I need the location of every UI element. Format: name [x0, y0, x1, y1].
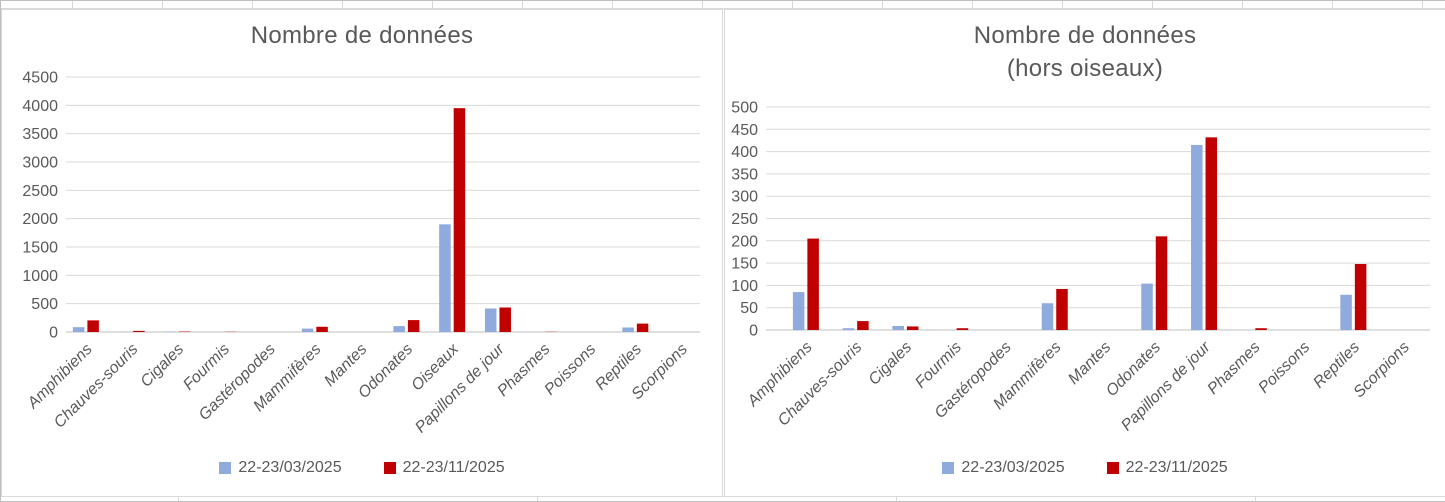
x-category-label: Phasmes	[1204, 339, 1263, 398]
bar	[956, 328, 969, 330]
bar	[164, 331, 176, 332]
y-tick-label: 400	[731, 144, 758, 161]
y-tick-label: 450	[731, 122, 758, 139]
bar	[1340, 294, 1352, 330]
bar	[484, 308, 497, 332]
bar	[439, 224, 451, 332]
legend-item[interactable]: 22-23/03/2025	[219, 459, 342, 477]
legend-swatch-red	[1106, 462, 1119, 474]
bar	[1041, 303, 1054, 330]
chart-panel-nombre-de-donnees[interactable]: Nombre de données 0 500 1000 1500 2000 2500 30…	[1, 9, 723, 498]
bar	[792, 292, 805, 330]
y-tick-label: 0	[749, 323, 758, 340]
legend-item[interactable]: 22-23/11/2025	[1106, 459, 1228, 477]
bar	[857, 321, 869, 330]
bar	[133, 330, 145, 332]
worksheet-grid-bottom-strip	[1, 496, 1445, 501]
y-tick-label: 3000	[22, 155, 58, 172]
y-tick-label: 500	[731, 100, 758, 117]
legend-item[interactable]: 22-23/11/2025	[383, 459, 505, 477]
y-tick-label: 4500	[22, 70, 58, 87]
y-tick-label: 350	[731, 166, 758, 183]
y-tick-label: 50	[740, 300, 758, 317]
y-tick-label: 100	[731, 278, 758, 295]
x-category-label: Chauves-souris	[51, 341, 142, 432]
chart-legend: 22-23/03/2025 22-23/11/2025	[725, 459, 1445, 477]
bar	[636, 323, 649, 332]
bar	[301, 328, 314, 332]
bar	[453, 108, 466, 333]
chart-title-line: Nombre de données	[250, 22, 474, 49]
chart-title: Nombre de données	[2, 19, 722, 52]
legend-swatch-red	[383, 462, 396, 474]
bar	[807, 238, 819, 330]
x-category-label: Cigales	[138, 341, 188, 391]
bar-plot: 050010001500200025003000350040004500Amph…	[22, 70, 700, 436]
legend-label: 22-23/11/2025	[402, 459, 505, 476]
legend-swatch-blue	[942, 462, 955, 474]
chart-title-line: Nombre de données	[973, 22, 1197, 49]
bar	[1191, 144, 1203, 330]
y-tick-label: 250	[731, 211, 758, 228]
worksheet-grid-top-strip	[1, 1, 1445, 9]
bar	[1255, 328, 1267, 330]
x-category-label: Papillons de jour	[1118, 338, 1214, 434]
y-tick-label: 0	[49, 325, 58, 342]
y-tick-label: 1500	[22, 240, 58, 257]
bar	[1056, 288, 1068, 330]
x-category-label: Poissons	[1255, 339, 1313, 397]
y-tick-label: 200	[731, 233, 758, 250]
legend-item[interactable]: 22-23/03/2025	[942, 459, 1065, 477]
x-category-label: Mantes	[1065, 339, 1114, 388]
legend-label: 22-23/03/2025	[961, 459, 1065, 476]
bar	[72, 327, 85, 332]
legend-swatch-blue	[219, 462, 232, 474]
bar	[393, 326, 405, 332]
y-tick-label: 500	[31, 296, 58, 313]
y-tick-label: 1000	[22, 268, 58, 285]
y-tick-label: 2500	[22, 183, 58, 200]
bar	[892, 325, 904, 330]
y-tick-label: 150	[731, 256, 758, 273]
chart-panel-hors-oiseaux[interactable]: Nombre de données (hors oiseaux) 0 50 100 1…	[724, 9, 1445, 498]
y-tick-label: 4000	[22, 98, 58, 115]
y-tick-label: 300	[731, 189, 758, 206]
bar	[407, 320, 420, 332]
bar	[87, 320, 99, 332]
legend-label: 22-23/11/2025	[1125, 459, 1228, 476]
y-tick-label: 2000	[22, 211, 58, 228]
bar	[1354, 263, 1367, 330]
y-tick-label: 3500	[22, 126, 58, 143]
bar-plot: 050100150200250300350400450500Amphibiens…	[731, 100, 1430, 434]
bar	[1155, 236, 1168, 330]
legend-label: 22-23/03/2025	[238, 459, 342, 476]
bar	[1141, 283, 1153, 330]
bar	[499, 307, 511, 332]
bar	[842, 328, 855, 330]
bar	[906, 326, 919, 330]
bar	[316, 326, 328, 332]
chart-title-line: (hors oiseaux)	[1006, 55, 1164, 82]
chart-legend: 22-23/03/2025 22-23/11/2025	[2, 459, 722, 477]
x-category-label: Chauves-souris	[775, 339, 866, 430]
charts-row: Nombre de données 0 500 1000 1500 2000 2500 30…	[1, 9, 1445, 498]
chart-title: Nombre de données (hors oiseaux)	[725, 19, 1445, 85]
bar	[1205, 137, 1218, 330]
bar	[622, 327, 634, 332]
x-category-label: Cigales	[865, 339, 915, 389]
